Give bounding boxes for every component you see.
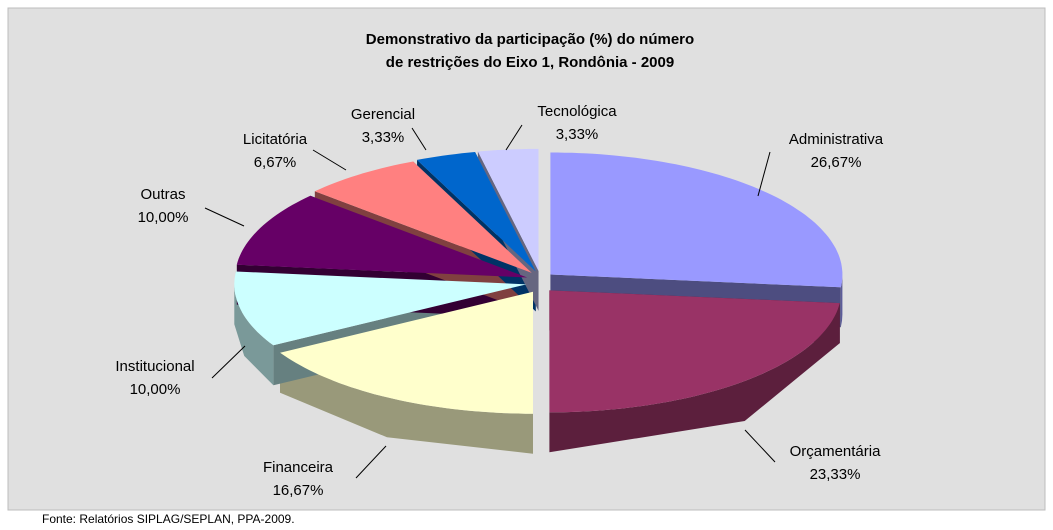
slice bbox=[280, 291, 533, 414]
leader-line bbox=[211, 345, 246, 379]
chart-title: de restrições do Eixo 1, Rondônia - 2009 bbox=[386, 54, 674, 71]
leader-line bbox=[744, 429, 776, 463]
value-label: 3,33% bbox=[556, 126, 599, 143]
leader-line bbox=[505, 124, 523, 151]
slice-label: Institucional bbox=[115, 358, 194, 375]
slice bbox=[234, 271, 527, 346]
leader-line bbox=[204, 207, 245, 227]
value-label: 10,00% bbox=[138, 209, 189, 226]
slice bbox=[236, 195, 528, 278]
slice-label: Tecnológica bbox=[537, 103, 617, 120]
slice-side bbox=[840, 274, 843, 328]
value-label: 3,33% bbox=[362, 129, 405, 146]
leader-line bbox=[757, 151, 771, 197]
slice-label: Gerencial bbox=[351, 106, 415, 123]
slice bbox=[417, 152, 536, 272]
slice-side bbox=[549, 303, 840, 453]
pie-tops bbox=[234, 148, 843, 414]
slice-label: Orçamentária bbox=[790, 443, 882, 460]
leader-line bbox=[411, 127, 427, 151]
slice bbox=[550, 152, 843, 288]
slice bbox=[477, 148, 539, 271]
slice bbox=[314, 161, 532, 273]
leader-line bbox=[355, 445, 387, 479]
value-label: 6,67% bbox=[254, 154, 297, 171]
slice-side bbox=[280, 352, 533, 454]
slice bbox=[549, 290, 840, 413]
slice-side bbox=[234, 284, 274, 386]
leader-line bbox=[312, 149, 347, 171]
value-label: 23,33% bbox=[810, 466, 861, 483]
value-label: 26,67% bbox=[811, 154, 862, 171]
value-label: 16,67% bbox=[273, 482, 324, 499]
source-note: Fonte: Relatórios SIPLAG/SEPLAN, PPA-200… bbox=[42, 512, 295, 526]
chart-title: Demonstrativo da participação (%) do núm… bbox=[366, 31, 694, 48]
slice-label: Licitatória bbox=[243, 131, 308, 148]
slice-label: Administrativa bbox=[789, 131, 884, 148]
slice-label: Financeira bbox=[263, 459, 334, 476]
slice-label: Outras bbox=[140, 186, 185, 203]
value-label: 10,00% bbox=[130, 381, 181, 398]
